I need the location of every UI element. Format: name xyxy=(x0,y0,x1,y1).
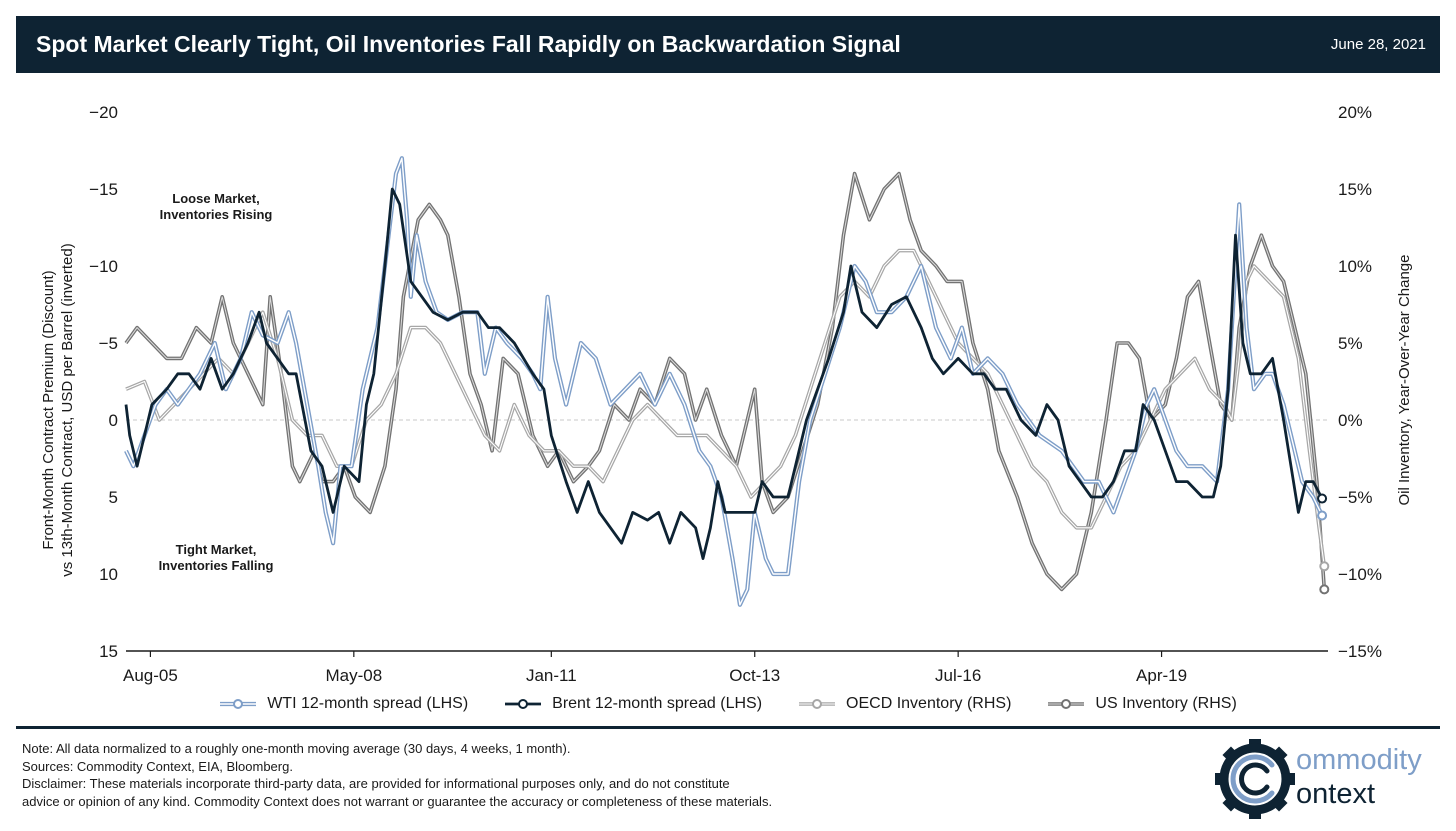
chart-series-group xyxy=(124,156,1330,607)
footer-divider xyxy=(16,726,1440,729)
series-end-marker-oecd xyxy=(1319,561,1330,572)
disclaimer-line2: advice or opinion of any kind. Commodity… xyxy=(22,793,773,809)
series-end-marker-brent xyxy=(1317,493,1328,504)
chart-axes: Aug-05 May-08 Jan-11 Oct-13 Jul-16 Apr-19 −20 −… xyxy=(89,103,1382,685)
legend-item-brent: Brent 12-month spread (LHS) xyxy=(504,695,762,713)
footer-notes: Note: All data normalized to a roughly o… xyxy=(22,740,1022,810)
left-axis-label-line2: vs 13th-Month Contract, USD per Barrel (… xyxy=(59,243,76,576)
logo-line2: ontext xyxy=(1296,778,1375,810)
disclaimer-line1: Disclaimer: These materials incorporate … xyxy=(22,776,730,791)
legend-swatch-brent xyxy=(505,699,542,709)
legend-label: US Inventory (RHS) xyxy=(1095,695,1237,712)
left-tick-label: −5 xyxy=(99,334,118,353)
legend-item-oecd: OECD Inventory (RHS) xyxy=(798,695,1011,713)
right-tick-label: 5% xyxy=(1338,334,1363,353)
right-tick-label: −10% xyxy=(1338,565,1382,584)
x-tick-label: Apr-19 xyxy=(1136,666,1187,685)
legend-label: Brent 12-month spread (LHS) xyxy=(552,695,763,712)
series-end-marker-us xyxy=(1319,584,1330,595)
gear-icon xyxy=(1215,739,1295,819)
chart-title: Spot Market Clearly Tight, Oil Inventori… xyxy=(36,31,901,57)
note-text: Note: All data normalized to a roughly o… xyxy=(22,741,571,756)
series-line-core-wti xyxy=(125,157,1323,606)
right-tick-label: 15% xyxy=(1338,180,1372,199)
series-us xyxy=(124,171,1330,595)
legend-swatch-wti xyxy=(220,699,257,709)
legend-swatch-oecd xyxy=(799,699,836,709)
right-tick-label: 10% xyxy=(1338,257,1372,276)
right-axis-label: Oil Inventory, Year-Over-Year Change xyxy=(1396,255,1413,506)
title-bar: Spot Market Clearly Tight, Oil Inventori… xyxy=(16,16,1440,73)
right-tick-label: −15% xyxy=(1338,642,1382,661)
series-line-brent xyxy=(124,187,1324,560)
left-tick-label: 0 xyxy=(109,411,118,430)
legend-item-wti: WTI 12-month spread (LHS) xyxy=(219,695,468,713)
series-brent xyxy=(124,187,1328,560)
legend-swatch-us xyxy=(1048,699,1085,709)
series-oecd xyxy=(125,248,1330,572)
logo-line1: ommodity xyxy=(1296,744,1422,776)
series-line-core-us xyxy=(125,173,1325,590)
loose-market-label-line1: Loose Market, xyxy=(172,191,259,206)
sources-text: Sources: Commodity Context, EIA, Bloombe… xyxy=(22,758,293,774)
left-tick-label: −10 xyxy=(89,257,118,276)
right-tick-label: 20% xyxy=(1338,103,1372,122)
x-tick-label: Aug-05 xyxy=(123,666,178,685)
tight-market-label-line1: Tight Market, xyxy=(176,542,257,557)
legend-label: OECD Inventory (RHS) xyxy=(846,695,1012,712)
chart-legend: WTI 12-month spread (LHS) Brent 12-month … xyxy=(0,690,1456,718)
x-tick-label: May-08 xyxy=(325,666,382,685)
chart-date: June 28, 2021 xyxy=(1330,36,1426,53)
left-tick-label: 5 xyxy=(109,488,118,507)
x-tick-label: Jul-16 xyxy=(935,666,981,685)
chart-canvas: Aug-05 May-08 Jan-11 Oct-13 Jul-16 Apr-19 −20 −… xyxy=(40,103,1413,685)
left-tick-label: −15 xyxy=(89,180,118,199)
series-end-marker-wti xyxy=(1317,510,1328,521)
right-tick-label: 0% xyxy=(1338,411,1363,430)
x-tick-label: Jan-11 xyxy=(526,666,577,685)
tight-market-label-line2: Inventories Falling xyxy=(159,558,274,573)
left-tick-label: −20 xyxy=(89,103,118,122)
left-axis-label-line1: Front-Month Contract Premium (Discount) xyxy=(40,270,57,549)
x-tick-label: Oct-13 xyxy=(729,666,780,685)
loose-market-label-line2: Inventories Rising xyxy=(160,207,273,222)
legend-label: WTI 12-month spread (LHS) xyxy=(267,695,469,712)
right-tick-label: −5% xyxy=(1338,488,1373,507)
series-line-core-oecd xyxy=(125,250,1325,567)
commodity-context-logo: ommodity ontext xyxy=(1215,739,1422,819)
series-wti xyxy=(124,156,1328,607)
left-tick-label: 15 xyxy=(99,642,118,661)
legend-item-us: US Inventory (RHS) xyxy=(1047,695,1237,713)
left-tick-label: 10 xyxy=(99,565,118,584)
